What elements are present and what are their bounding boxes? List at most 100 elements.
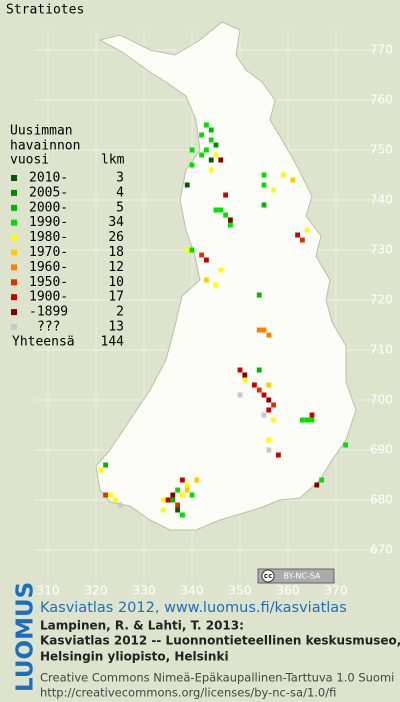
legend-header: havainnon bbox=[10, 139, 80, 154]
legend-header: Uusimman bbox=[10, 124, 73, 139]
y-tick-label: 710 bbox=[370, 343, 393, 357]
observation-square bbox=[242, 377, 248, 383]
license-url[interactable]: http://creativecommons.org/licenses/by-n… bbox=[40, 686, 336, 700]
map-title: Stratiotes bbox=[6, 3, 84, 18]
license: Creative Commons Nimeä-Epäkaupallinen-Ta… bbox=[40, 671, 394, 685]
citation: Lampinen, R. & Lahti, T. 2013: bbox=[40, 619, 244, 633]
luomus-logo: LUOMUS bbox=[13, 582, 39, 692]
observation-square bbox=[180, 477, 185, 483]
observation-square bbox=[266, 332, 272, 338]
legend-count: 17 bbox=[108, 290, 124, 305]
observation-square bbox=[295, 232, 300, 238]
legend-label: ??? bbox=[37, 320, 60, 335]
observation-square bbox=[184, 482, 190, 488]
observation-square bbox=[271, 187, 276, 193]
observation-square bbox=[223, 212, 228, 218]
observation-square bbox=[170, 492, 176, 498]
legend-label: 1950- bbox=[29, 275, 68, 290]
observation-square bbox=[180, 512, 185, 518]
observation-square bbox=[261, 182, 267, 188]
y-tick-label: 760 bbox=[370, 93, 393, 107]
observation-square bbox=[271, 402, 276, 408]
observation-square bbox=[103, 462, 108, 468]
legend-label: 2010- bbox=[29, 171, 68, 186]
observation-square bbox=[261, 172, 267, 178]
cc-icon-text: cc bbox=[264, 572, 272, 580]
observation-square bbox=[170, 497, 176, 503]
observation-square bbox=[266, 382, 272, 388]
observation-square bbox=[208, 157, 214, 163]
observation-square bbox=[189, 492, 195, 498]
observation-square bbox=[304, 227, 310, 233]
legend-count: 3 bbox=[116, 171, 124, 186]
legend-swatch bbox=[11, 175, 17, 181]
observation-square bbox=[271, 417, 276, 423]
legend-count: 34 bbox=[108, 215, 124, 230]
x-tick-label: 330 bbox=[133, 584, 156, 598]
observation-square bbox=[108, 492, 113, 498]
observation-square bbox=[237, 367, 243, 373]
observation-square bbox=[184, 487, 190, 493]
x-tick-label: 340 bbox=[181, 584, 204, 598]
cc-icon bbox=[261, 569, 275, 583]
observation-square bbox=[228, 217, 233, 223]
y-tick-label: 740 bbox=[370, 193, 393, 207]
cc-badge[interactable] bbox=[257, 568, 335, 584]
legend-swatch bbox=[11, 279, 17, 286]
legend-label: 2005- bbox=[29, 185, 68, 200]
x-tick-label: 350 bbox=[229, 584, 252, 598]
x-tick-label: 310 bbox=[37, 584, 60, 598]
axis-ticks: 310 320 330 340 350 360 3707707607507407307207… bbox=[37, 43, 393, 598]
observation-square bbox=[261, 202, 267, 208]
legend-swatch bbox=[11, 324, 17, 330]
observation-square bbox=[276, 452, 281, 458]
observation-square bbox=[314, 482, 320, 488]
observation-square bbox=[189, 162, 195, 168]
observation-square bbox=[261, 392, 267, 398]
observation-square bbox=[256, 327, 262, 333]
y-tick-label: 730 bbox=[370, 243, 393, 257]
observation-square bbox=[160, 497, 166, 503]
observation-square bbox=[266, 437, 272, 443]
atlas-link[interactable]: Kasviatlas 2012, www.luomus.fi/kasviatla… bbox=[40, 600, 347, 616]
legend-swatch bbox=[11, 249, 17, 256]
observation-square bbox=[261, 412, 267, 418]
observation-square bbox=[218, 157, 224, 163]
legend-label: 1990- bbox=[29, 215, 68, 230]
observation-square bbox=[266, 407, 272, 413]
observation-square bbox=[204, 257, 209, 263]
legend-swatch bbox=[11, 309, 17, 316]
observation-square bbox=[204, 122, 209, 128]
y-tick-label: 720 bbox=[370, 293, 393, 307]
observation-square bbox=[228, 222, 233, 228]
legend-label: 1960- bbox=[29, 260, 68, 275]
observation-square bbox=[266, 397, 272, 403]
observation-square bbox=[213, 282, 219, 288]
observation-square bbox=[213, 152, 219, 158]
observation-square bbox=[165, 497, 171, 503]
observation-square bbox=[184, 247, 190, 253]
legend-total: 144 bbox=[101, 335, 125, 350]
y-tick-label: 750 bbox=[370, 143, 393, 157]
observation-square bbox=[256, 367, 262, 373]
legend-label: 1900- bbox=[29, 290, 68, 305]
finland-outline bbox=[95, 21, 357, 531]
observation-square bbox=[300, 417, 305, 423]
observation-square bbox=[252, 382, 257, 388]
observation-square bbox=[208, 137, 214, 143]
legend-label: 1980- bbox=[29, 230, 68, 245]
x-tick-label: 360 bbox=[277, 584, 300, 598]
legend-swatch bbox=[11, 234, 17, 241]
observation-square bbox=[112, 497, 118, 503]
legend-swatch bbox=[11, 189, 17, 196]
legend-swatch bbox=[11, 264, 17, 271]
observation-square bbox=[208, 127, 214, 133]
y-tick-label: 680 bbox=[370, 493, 393, 507]
legend-count: 4 bbox=[116, 185, 124, 200]
citation: Helsingin yliopisto, Helsinki bbox=[40, 650, 229, 664]
observation-square bbox=[266, 447, 272, 453]
legend-header: lkm bbox=[101, 153, 125, 168]
